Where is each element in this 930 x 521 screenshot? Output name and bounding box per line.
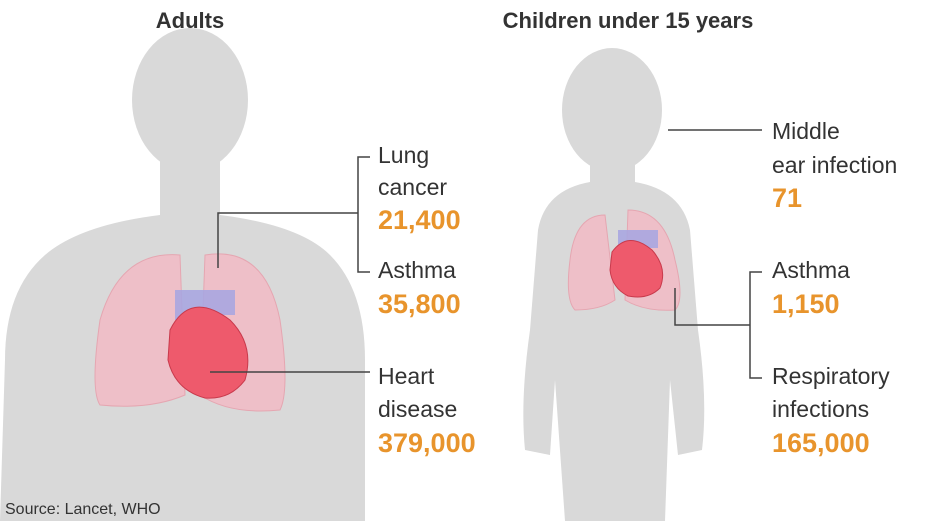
condition-value: 379,000 xyxy=(378,428,476,458)
adult-figure xyxy=(0,28,365,521)
condition-label: Respiratory xyxy=(772,363,890,389)
condition-label: ear infection xyxy=(772,152,897,178)
condition-label: Asthma xyxy=(772,257,850,283)
condition-value: 1,150 xyxy=(772,289,840,319)
condition-label: Middle xyxy=(772,118,840,144)
source: Source: Lancet, WHO xyxy=(5,501,161,518)
condition-value: 71 xyxy=(772,183,802,213)
condition-value: 21,400 xyxy=(378,205,461,235)
connectors xyxy=(210,129,762,379)
condition-label: cancer xyxy=(378,174,447,200)
condition-label: Asthma xyxy=(378,257,456,283)
child-figure xyxy=(523,48,705,521)
condition-value: 165,000 xyxy=(772,428,870,458)
condition-value: 35,800 xyxy=(378,289,461,319)
condition-label: Lung xyxy=(378,142,429,168)
condition-label: disease xyxy=(378,396,457,422)
panel-title: Adults xyxy=(156,8,224,33)
panel-title: Children under 15 years xyxy=(503,8,754,33)
condition-label: Heart xyxy=(378,363,435,389)
condition-label: infections xyxy=(772,396,869,422)
